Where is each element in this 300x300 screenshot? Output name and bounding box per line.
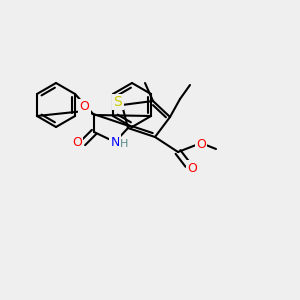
Text: O: O: [80, 100, 89, 113]
Text: O: O: [187, 161, 197, 175]
Text: H: H: [120, 139, 128, 149]
Text: O: O: [72, 136, 82, 148]
Text: N: N: [110, 136, 120, 148]
Text: O: O: [196, 139, 206, 152]
Text: S: S: [114, 95, 122, 109]
